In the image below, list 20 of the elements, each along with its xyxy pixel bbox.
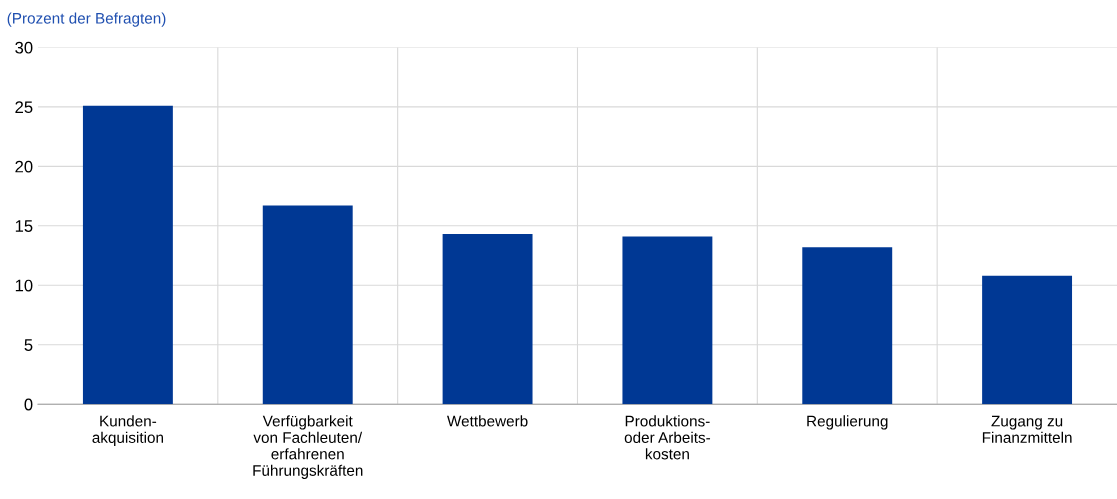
x-tick-label: Zugang zu Finanzmitteln <box>982 415 1072 443</box>
bar <box>262 205 353 405</box>
x-tick-label: Regulierung <box>807 415 888 430</box>
x-tick-label: Verfügbarkeit von Fachleuten/ erfahrenen Führungskräften <box>253 415 363 479</box>
y-axis-title: (Prozent der Befragten) <box>7 12 166 27</box>
bar <box>622 236 713 405</box>
x-tick-label: Kunden- akquisition <box>92 415 163 446</box>
bar <box>82 105 173 405</box>
y-tick-label: 20 <box>15 160 33 173</box>
bar <box>982 275 1073 405</box>
x-tick-label: Produktions- oder Arbeits- kosten <box>624 415 711 460</box>
y-tick-label: 30 <box>15 41 33 54</box>
y-tick-label: 5 <box>24 339 33 351</box>
y-tick-label: 0 <box>24 398 33 411</box>
bar <box>802 247 893 405</box>
y-tick-label: 10 <box>15 279 33 292</box>
bar <box>442 234 533 405</box>
y-tick-label: 15 <box>15 220 33 232</box>
x-tick-label: Wettbewerb <box>447 415 528 427</box>
y-tick-label: 25 <box>15 101 33 114</box>
